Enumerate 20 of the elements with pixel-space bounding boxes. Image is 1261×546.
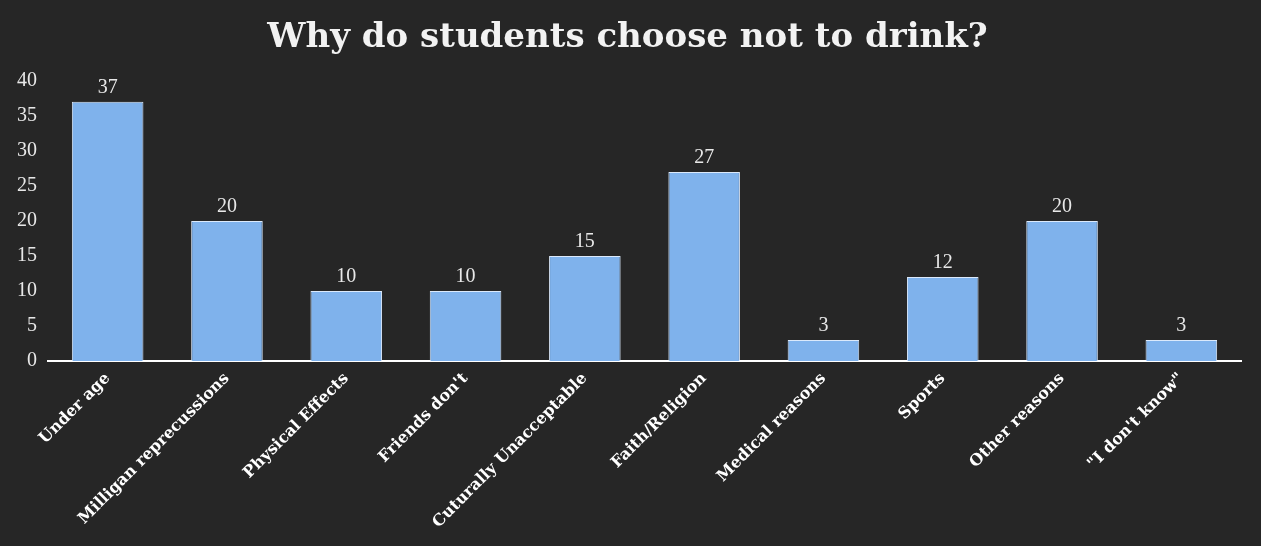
data-label: 20 [216,194,237,217]
data-label: 3 [818,313,829,336]
y-tick-label: 30 [17,138,37,161]
data-label: 10 [455,264,476,287]
data-label: 20 [1052,194,1073,217]
data-label: 10 [336,264,357,287]
data-label: 15 [574,229,595,252]
y-tick-label: 15 [17,243,37,266]
y-tick-label: 40 [17,68,37,91]
data-label: 12 [932,250,953,273]
y-tick-label: 0 [27,348,37,371]
data-label: 27 [694,145,715,168]
y-tick-label: 20 [17,208,37,231]
y-tick-label: 10 [17,278,37,301]
data-label: 3 [1176,313,1187,336]
y-tick-label: 25 [17,173,37,196]
y-tick-label: 5 [27,313,37,336]
data-label: 37 [97,75,118,98]
chart-title: Why do students choose not to drink? [266,15,988,56]
y-tick-label: 35 [17,103,37,126]
